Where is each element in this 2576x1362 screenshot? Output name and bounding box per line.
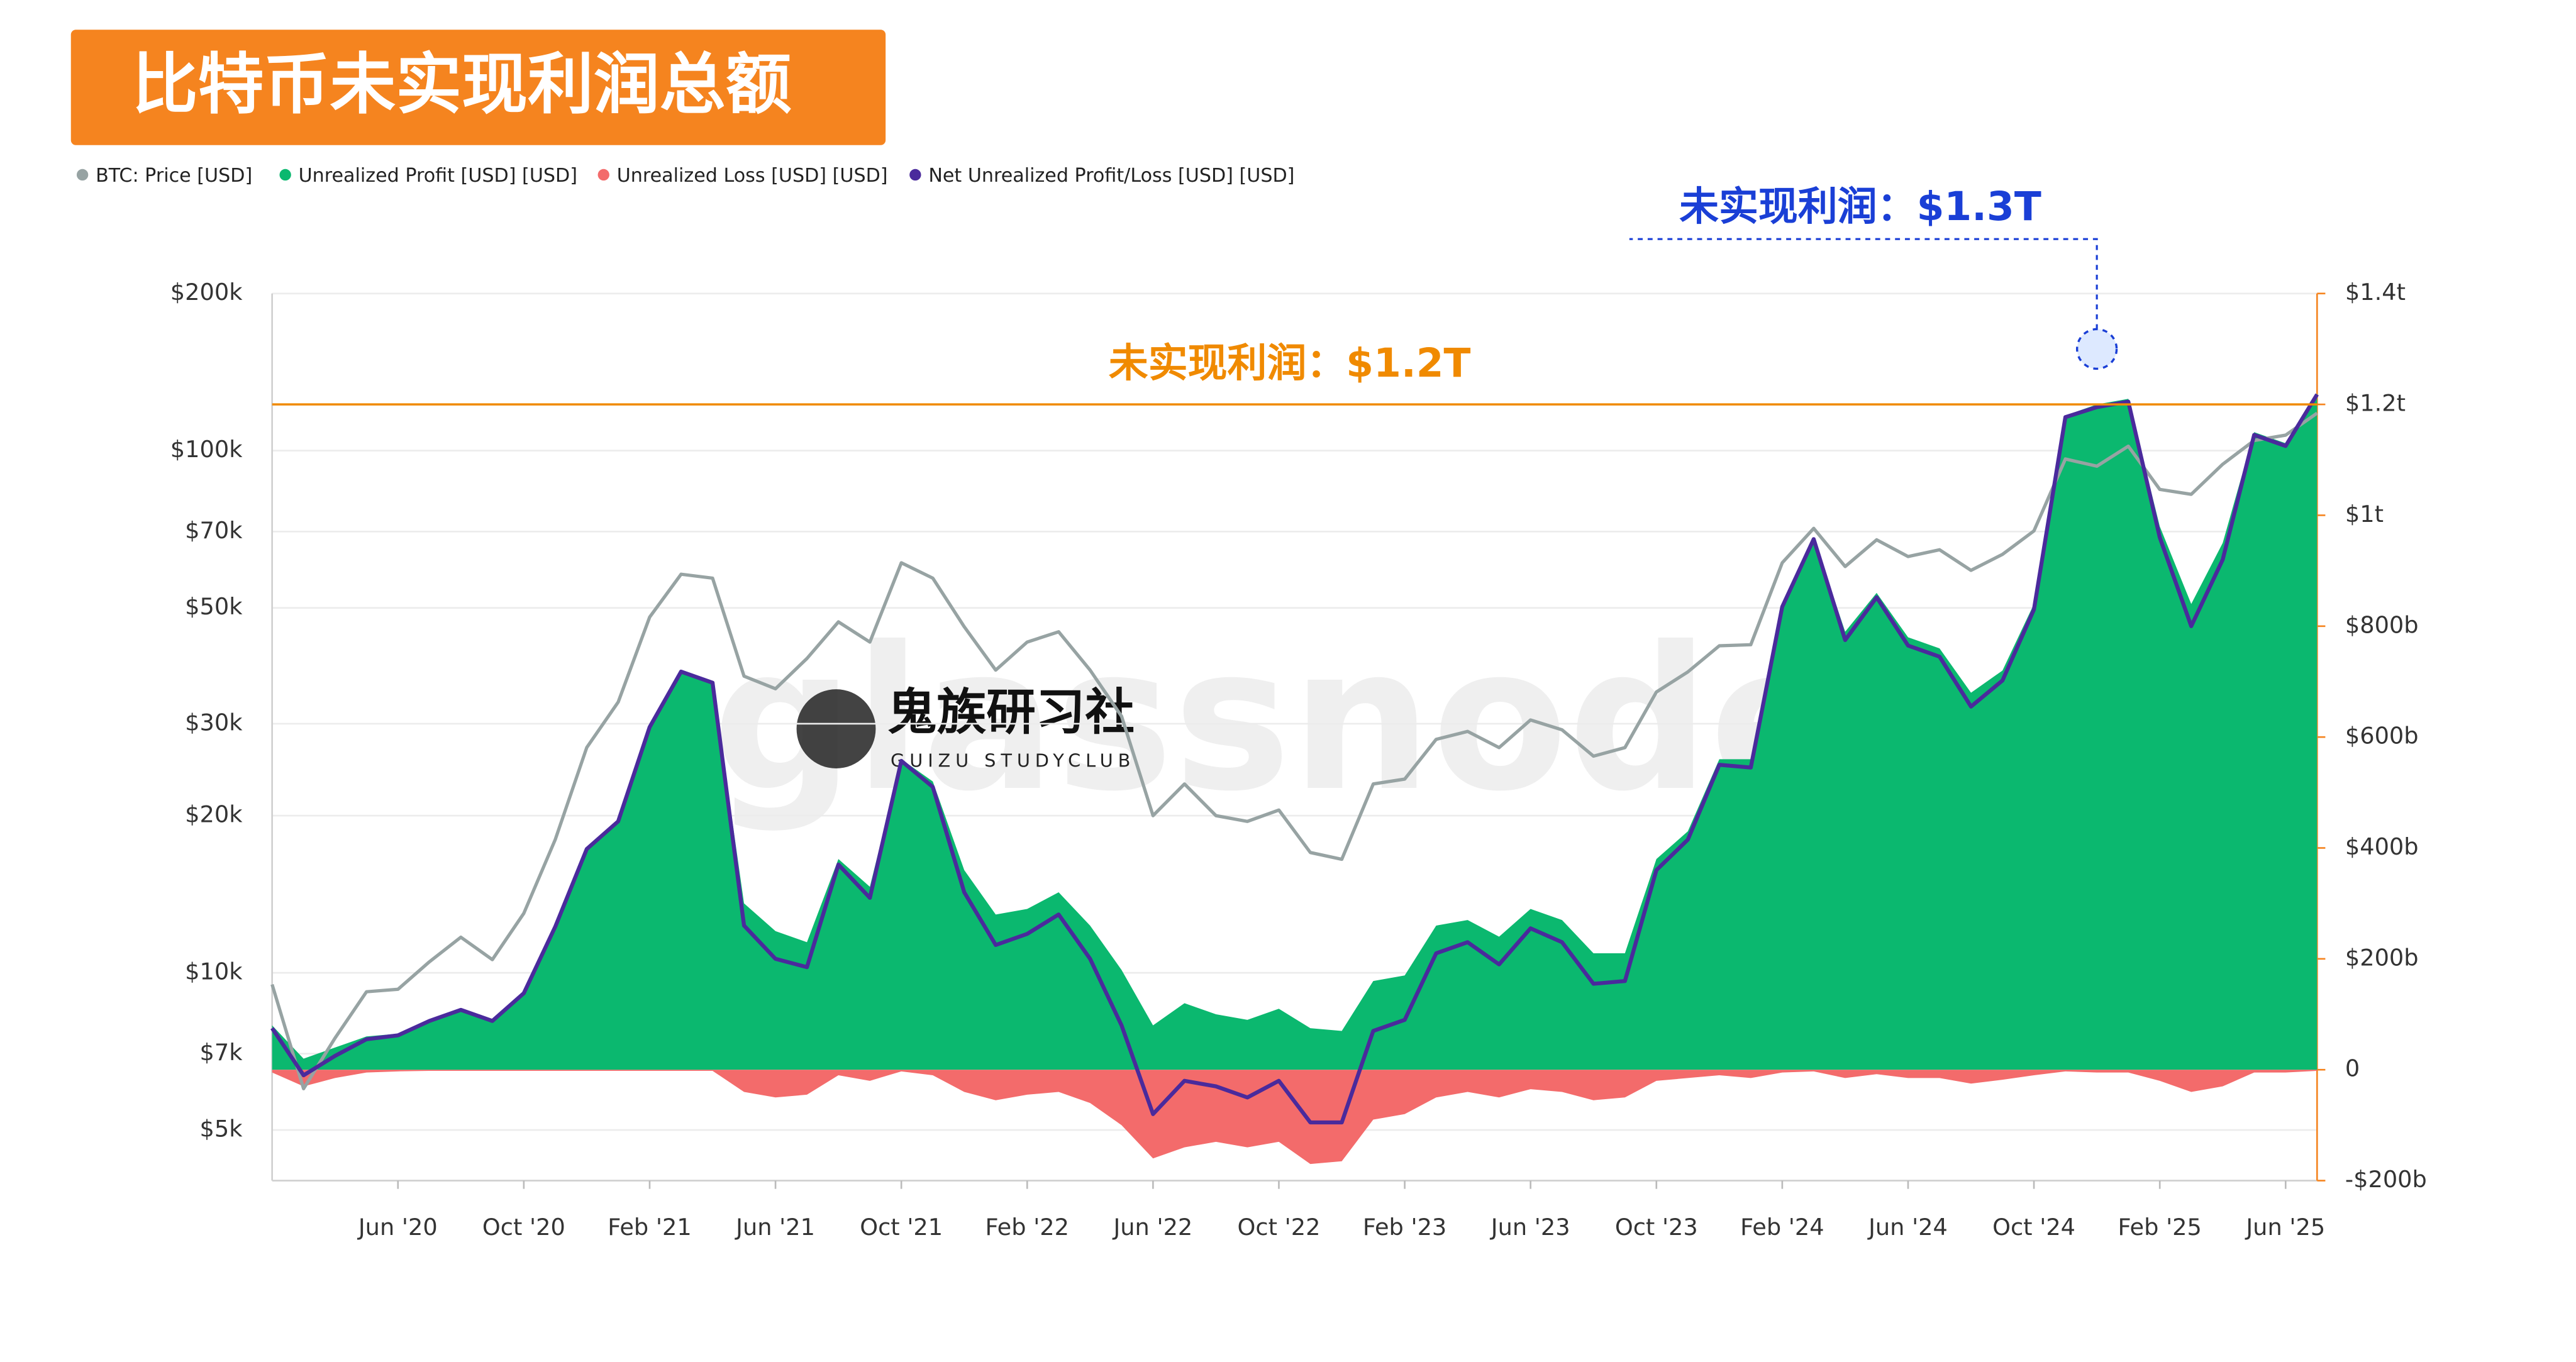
y2-tick-label: $200b [2345, 944, 2419, 971]
annotation-marker [2075, 328, 2118, 370]
y2-tick-label: $1.4t [2345, 279, 2406, 306]
y2-tick-label: $1t [2345, 501, 2384, 528]
y2-tick-label: -$200b [2345, 1166, 2427, 1193]
x-tick-label: Oct '23 [1615, 1214, 1698, 1241]
y-tick-label: $200k [170, 279, 243, 306]
legend-label: Net Unrealized Profit/Loss [USD] [USD] [928, 165, 1294, 187]
x-tick-label: Jun '21 [735, 1214, 815, 1241]
y2-tick-label: $600b [2345, 723, 2419, 750]
x-tick-label: Feb '21 [608, 1214, 691, 1241]
y2-tick-label: 0 [2345, 1055, 2360, 1082]
area [272, 1070, 2318, 1165]
legend-label: BTC: Price [USD] [96, 165, 252, 187]
area [272, 393, 2318, 1070]
x-tick-label: Oct '21 [860, 1214, 943, 1241]
y-tick-label: $20k [185, 801, 243, 828]
watermark: 鬼族研习社 [887, 684, 1135, 741]
chart-title: 比特币未实现利润总额 [132, 46, 792, 123]
x-tick-label: Feb '25 [2118, 1214, 2201, 1241]
y2-tick-label: $400b [2345, 833, 2419, 860]
legend-marker [597, 169, 609, 181]
line [270, 393, 2319, 1125]
legend-marker [76, 169, 89, 181]
y-tick-label: $100k [170, 436, 243, 463]
x-tick-label: Oct '20 [482, 1214, 565, 1241]
x-tick-label: Feb '23 [1363, 1214, 1446, 1241]
legend-label: Unrealized Profit [USD] [USD] [299, 165, 577, 187]
y-tick-label: $5k [200, 1116, 243, 1143]
annotation: 未实现利润：$1.2T [1109, 340, 1471, 386]
y-tick-label: $50k [185, 593, 243, 620]
x-tick-label: Oct '24 [1992, 1214, 2075, 1241]
x-tick-label: Jun '24 [1867, 1214, 1948, 1241]
y-tick-label: $30k [185, 709, 243, 736]
x-tick-label: Jun '23 [1490, 1214, 1570, 1241]
legend-label: Unrealized Loss [USD] [USD] [617, 165, 888, 187]
x-tick-label: Feb '24 [1740, 1214, 1824, 1241]
title-box [70, 30, 886, 145]
watermark-icon [796, 689, 876, 768]
y2-tick-label: $1.2t [2345, 390, 2406, 417]
annotation-leader [1629, 238, 2098, 329]
watermark: GUIZU STUDYCLUB [891, 750, 1135, 771]
y-tick-label: $70k [185, 517, 243, 544]
x-tick-label: Jun '22 [1112, 1214, 1192, 1241]
legend-marker [909, 169, 921, 181]
line [270, 411, 2318, 1090]
x-tick-label: Jun '25 [2245, 1214, 2325, 1241]
legend-marker [279, 169, 291, 181]
x-tick-label: Feb '22 [985, 1214, 1069, 1241]
x-tick-label: Oct '22 [1238, 1214, 1321, 1241]
x-tick-label: Jun '20 [357, 1214, 438, 1241]
y-tick-label: $7k [200, 1039, 243, 1066]
y-tick-label: $10k [185, 958, 243, 985]
y2-tick-label: $800b [2345, 611, 2419, 638]
watermark: glassnode [713, 605, 1844, 835]
annotation: 未实现利润：$1.3T [1679, 184, 2041, 230]
